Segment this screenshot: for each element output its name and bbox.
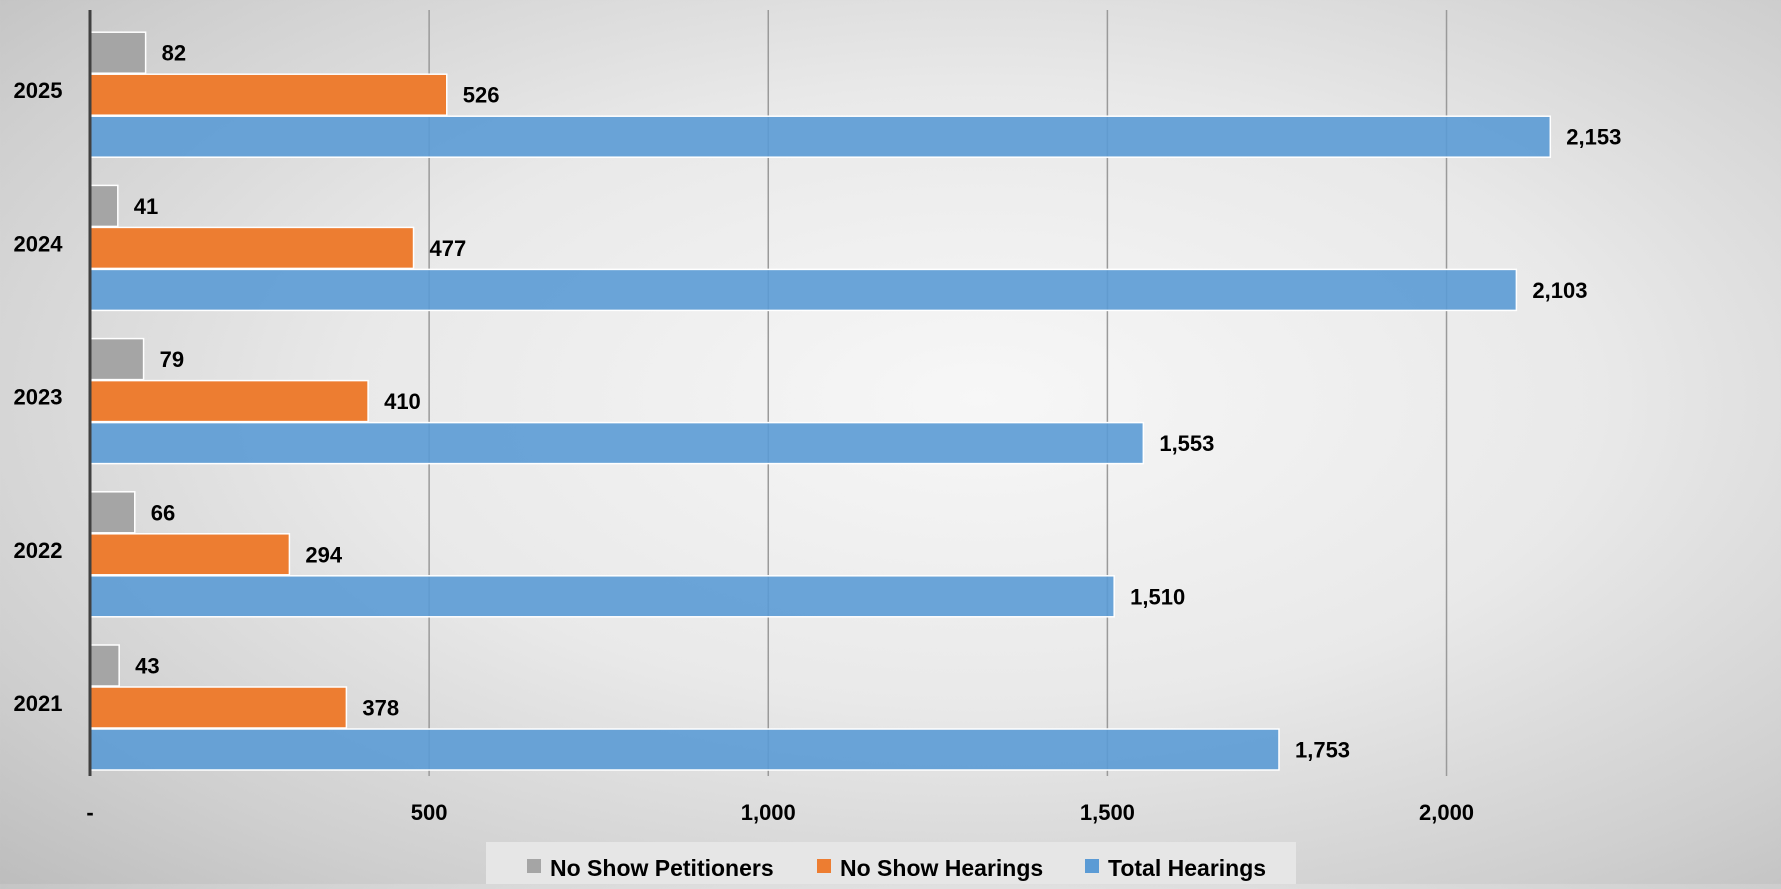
bar[interactable] — [89, 728, 1280, 771]
legend — [486, 842, 1296, 884]
bar[interactable] — [89, 644, 120, 687]
bar[interactable] — [89, 491, 136, 534]
bar[interactable] — [89, 115, 1552, 158]
bar[interactable] — [89, 73, 448, 116]
x-tick-label: 1,000 — [741, 800, 796, 825]
bar[interactable] — [89, 575, 1115, 618]
category-label: 2025 — [14, 78, 63, 103]
legend-swatch — [527, 859, 541, 873]
bar[interactable] — [89, 31, 147, 74]
bar[interactable] — [89, 337, 145, 381]
data-label: 477 — [430, 236, 467, 261]
category-label: 2024 — [14, 231, 64, 256]
data-label: 294 — [305, 542, 342, 567]
bar[interactable] — [89, 379, 369, 423]
x-tick-label: - — [86, 800, 93, 825]
data-label: 82 — [162, 41, 186, 66]
category-label: 2022 — [14, 538, 63, 563]
data-label: 79 — [160, 347, 184, 372]
x-tick-label: 1,500 — [1080, 800, 1135, 825]
bar[interactable] — [89, 184, 119, 228]
data-label: 526 — [463, 83, 500, 108]
data-label: 1,553 — [1159, 431, 1214, 456]
legend-swatch — [1085, 859, 1099, 873]
data-label: 41 — [134, 194, 158, 219]
data-label: 2,153 — [1566, 125, 1621, 150]
bar[interactable] — [89, 533, 291, 576]
category-label: 2023 — [14, 385, 63, 410]
x-tick-label: 500 — [411, 800, 448, 825]
bar[interactable] — [89, 226, 415, 270]
legend-label: Total Hearings — [1108, 855, 1266, 881]
data-label: 2,103 — [1532, 278, 1587, 303]
legend-label: No Show Hearings — [840, 855, 1043, 881]
data-label: 43 — [135, 654, 159, 679]
category-label: 2021 — [14, 691, 63, 716]
bar[interactable] — [89, 686, 348, 729]
data-label: 1,753 — [1295, 738, 1350, 763]
bar[interactable] — [89, 421, 1145, 465]
legend-label: No Show Petitioners — [550, 855, 774, 881]
data-label: 378 — [362, 696, 399, 721]
data-label: 410 — [384, 389, 421, 414]
legend-swatch — [817, 859, 831, 873]
data-label: 1,510 — [1130, 584, 1185, 609]
bar[interactable] — [89, 268, 1518, 312]
data-label: 66 — [151, 500, 175, 525]
x-tick-label: 2,000 — [1419, 800, 1474, 825]
